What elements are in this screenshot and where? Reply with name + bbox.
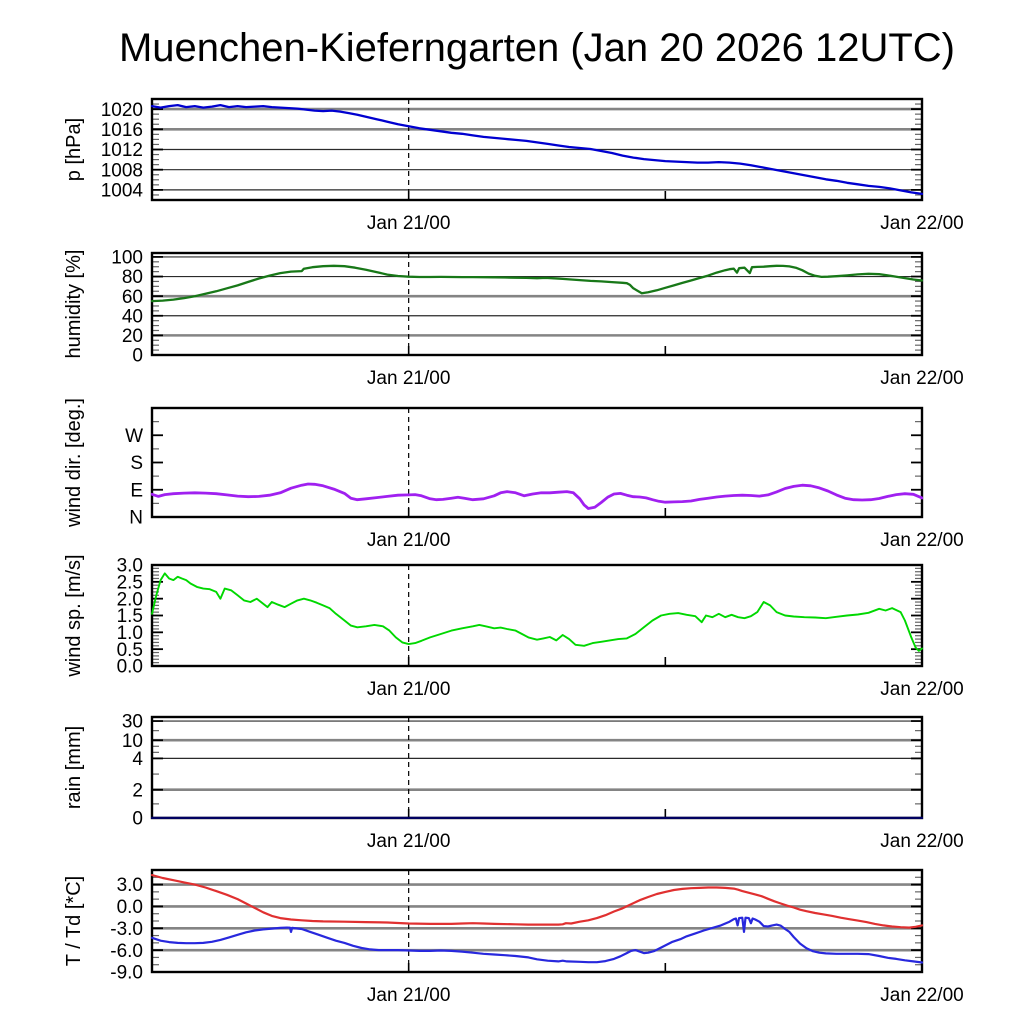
y-tick-label: 20 — [122, 326, 143, 347]
y-axis-title: rain [mm] — [63, 726, 85, 809]
y-tick-label: 2.0 — [117, 589, 143, 610]
y-tick-label: -3.0 — [110, 919, 143, 940]
y-tick-label: 1020 — [101, 100, 143, 121]
series-group — [151, 572, 923, 652]
x-tick-label: Jan 21/00 — [367, 679, 450, 700]
temperature-line — [151, 873, 923, 929]
dewpoint-line — [151, 916, 923, 964]
y-tick-label: 10 — [122, 731, 143, 752]
x-tick-label: Jan 21/00 — [367, 368, 450, 389]
y-tick-label: 1.5 — [117, 606, 143, 627]
plot-frame — [150, 715, 924, 820]
y-axis-title: humidity [%] — [63, 250, 85, 359]
humidity-line — [151, 264, 923, 303]
y-tick-label: 2.5 — [117, 572, 143, 593]
y-tick-label: 1.0 — [117, 623, 143, 644]
y-tick-label: -6.0 — [110, 941, 143, 962]
x-tick-label: Jan 21/00 — [367, 213, 450, 234]
y-tick-label: W — [125, 426, 143, 447]
y-tick-label: 2 — [132, 780, 143, 801]
y-tick-label: 4 — [132, 749, 143, 770]
y-tick-label: -9.0 — [110, 963, 143, 984]
x-tick-label: Jan 21/00 — [367, 831, 450, 852]
x-tick-label: Jan 22/00 — [880, 985, 963, 1006]
x-tick-label: Jan 21/00 — [367, 530, 450, 551]
y-tick-label: 1012 — [101, 140, 143, 161]
y-tick-label: 100 — [111, 248, 143, 269]
y-tick-label: 0.0 — [117, 657, 143, 678]
y-tick-label: 60 — [122, 287, 143, 308]
y-tick-label: 1004 — [101, 181, 144, 202]
plot-frame — [150, 97, 924, 202]
wind-speed-line — [151, 572, 923, 652]
wind-direction-line — [151, 482, 923, 510]
y-tick-label: N — [129, 508, 143, 529]
x-tick-label: Jan 22/00 — [880, 831, 963, 852]
y-tick-label: 30 — [122, 712, 143, 733]
y-axis-title: wind sp. [m/s] — [63, 554, 85, 677]
plot-frame — [150, 563, 924, 668]
y-tick-label: S — [130, 453, 143, 474]
y-tick-label: 40 — [122, 306, 143, 327]
pressure-line — [151, 103, 923, 196]
series-group — [151, 103, 923, 196]
y-tick-label: 1008 — [101, 160, 143, 181]
y-tick-label: 0 — [132, 346, 143, 367]
x-tick-label: Jan 22/00 — [880, 213, 963, 234]
plot-frame — [150, 406, 924, 519]
y-tick-label: 0.5 — [117, 640, 143, 661]
y-axis-title: T / Td [*C] — [63, 876, 85, 966]
chart-title: Muenchen-Kieferngarten (Jan 20 2026 12UT… — [118, 26, 956, 70]
x-tick-label: Jan 21/00 — [367, 985, 450, 1006]
series-group — [151, 873, 923, 964]
x-tick-label: Jan 22/00 — [880, 679, 963, 700]
y-tick-label: 80 — [122, 267, 143, 288]
series-group — [151, 264, 923, 303]
panel-wind-speed: 3.02.52.01.51.00.50.0 wind sp. [m/s] Jan 2… — [63, 554, 964, 700]
plot-frame — [150, 251, 924, 357]
x-tick-label: Jan 22/00 — [880, 368, 963, 389]
panel-temperature-dewpoint: 3.00.0-3.0-6.0-9.0 T / Td [*C] Jan 21/00 Ja… — [63, 868, 964, 1006]
y-tick-label: 3.0 — [117, 875, 143, 896]
y-tick-label: E — [130, 480, 143, 501]
plot-frame — [150, 868, 924, 974]
y-tick-label: 1016 — [101, 120, 143, 141]
y-tick-label: 0.0 — [117, 897, 143, 918]
x-tick-label: Jan 22/00 — [880, 530, 963, 551]
y-axis-title: wind dir. [deg.] — [63, 398, 85, 528]
series-group — [151, 482, 923, 510]
y-tick-label: 0 — [132, 809, 143, 830]
y-tick-label: 3.0 — [117, 556, 143, 577]
y-axis-title: p [hPa] — [63, 118, 85, 181]
